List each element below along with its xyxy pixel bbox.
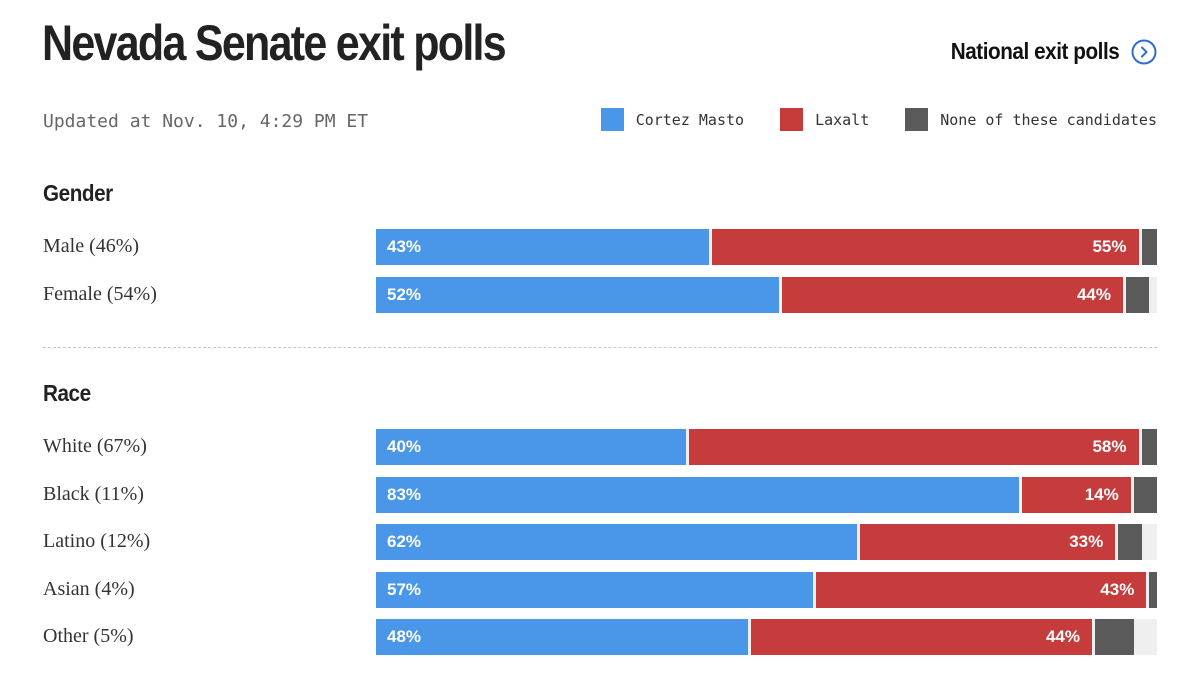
bar-segment-cortez-masto: 83% — [376, 477, 1020, 513]
bar-segment-cortez-masto: 62% — [376, 524, 857, 560]
page-title: Nevada Senate exit polls — [42, 15, 507, 71]
national-exit-polls-label: National exit polls — [950, 38, 1119, 64]
row-label-other: Other (5%) — [43, 625, 134, 647]
bar-segment-none — [1141, 229, 1157, 265]
bar-white: 40% 58% — [376, 429, 1157, 465]
legend-item-laxalt: Laxalt — [780, 108, 869, 131]
bar-segment-laxalt: 58% — [689, 429, 1139, 465]
section-title-race: Race — [43, 380, 91, 406]
bar-segment-none — [1149, 572, 1157, 608]
bar-segment-laxalt: 55% — [712, 229, 1139, 265]
legend-label-none: None of these candidates — [940, 110, 1157, 129]
data-label-cortez-masto: 40% — [387, 437, 422, 456]
row-label-latino: Latino (12%) — [43, 530, 151, 552]
legend-swatch-none — [905, 108, 929, 131]
legend-swatch-cortez-masto — [600, 108, 624, 131]
data-label-laxalt: 55% — [1092, 237, 1127, 256]
updated-timestamp: Updated at Nov. 10, 4:29 PM ET — [43, 111, 369, 132]
bar-segment-none — [1141, 429, 1157, 465]
data-label-laxalt: 44% — [1045, 627, 1080, 646]
bar-segment-laxalt: 43% — [816, 572, 1147, 608]
bar-latino: 62% 33% — [376, 524, 1157, 560]
data-label-laxalt: 14% — [1084, 485, 1119, 504]
bar-segment-none — [1118, 524, 1142, 560]
legend-label-laxalt: Laxalt — [815, 110, 870, 129]
data-label-laxalt: 58% — [1092, 437, 1127, 456]
chart-legend: Cortez Masto Laxalt None of these candid… — [600, 108, 1157, 131]
bar-other: 48% 44% — [376, 619, 1157, 655]
national-exit-polls-link[interactable]: National exit polls — [932, 38, 1157, 65]
row-label-male: Male (46%) — [43, 235, 140, 257]
legend-item-cortez-masto: Cortez Masto — [600, 108, 745, 131]
bar-segment-cortez-masto: 40% — [376, 429, 686, 465]
bar-segment-cortez-masto: 43% — [376, 229, 710, 265]
data-label-cortez-masto: 62% — [387, 532, 422, 551]
data-label-cortez-masto: 43% — [387, 237, 422, 256]
bar-black: 83% 14% — [376, 477, 1157, 513]
bar-segment-laxalt: 44% — [751, 619, 1092, 655]
bar-male: 43% 55% — [376, 229, 1157, 265]
row-label-female: Female (54%) — [43, 283, 157, 305]
legend-item-none: None of these candidates — [905, 108, 1157, 131]
data-label-laxalt: 44% — [1076, 285, 1111, 304]
section-divider — [43, 347, 1157, 348]
bar-segment-cortez-masto: 48% — [376, 619, 748, 655]
legend-label-cortez-masto: Cortez Masto — [635, 110, 745, 129]
bar-segment-cortez-masto: 57% — [376, 572, 814, 608]
bar-segment-laxalt: 33% — [859, 524, 1116, 560]
bar-asian: 57% 43% — [376, 572, 1157, 608]
data-label-cortez-masto: 57% — [387, 580, 422, 599]
row-label-white: White (67%) — [43, 435, 147, 457]
data-label-laxalt: 43% — [1100, 580, 1135, 599]
row-label-black: Black (11%) — [43, 483, 144, 505]
data-label-cortez-masto: 52% — [387, 285, 422, 304]
bar-segment-cortez-masto: 52% — [376, 277, 779, 313]
bar-female: 52% 44% — [376, 277, 1157, 313]
data-label-cortez-masto: 48% — [387, 627, 422, 646]
bar-segment-laxalt: 14% — [1022, 477, 1131, 513]
data-label-cortez-masto: 83% — [387, 485, 422, 504]
bar-segment-none — [1126, 277, 1150, 313]
data-label-laxalt: 33% — [1069, 532, 1104, 551]
legend-swatch-laxalt — [780, 108, 804, 131]
bar-segment-none — [1133, 477, 1157, 513]
section-title-gender: Gender — [43, 180, 113, 206]
chevron-right-circle-icon[interactable] — [1131, 39, 1157, 65]
bar-segment-laxalt: 44% — [782, 277, 1123, 313]
row-label-asian: Asian (4%) — [43, 578, 135, 600]
bar-segment-none — [1095, 619, 1134, 655]
